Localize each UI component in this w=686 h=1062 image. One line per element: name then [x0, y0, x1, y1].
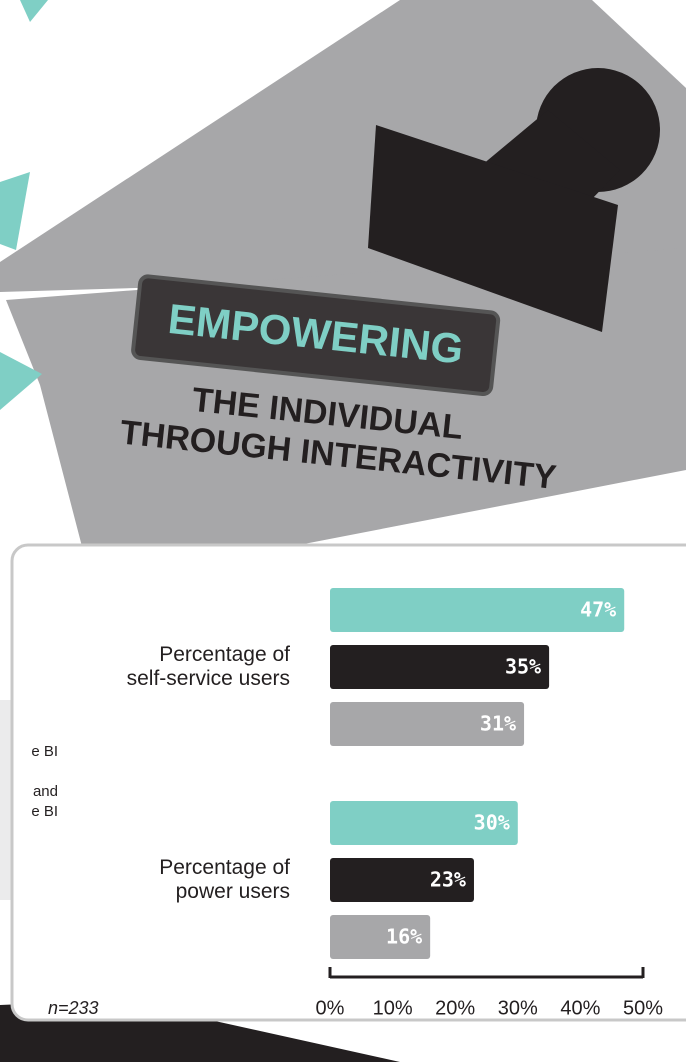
- x-tick-label: 40%: [560, 997, 600, 1019]
- bar: [330, 702, 525, 746]
- bar: [330, 915, 431, 959]
- bar: [330, 645, 550, 689]
- x-tick-label: 30%: [498, 997, 538, 1019]
- shard: [20, 0, 48, 22]
- legend-fragment: e BI: [31, 743, 58, 760]
- stamp-block: [368, 125, 618, 332]
- bar: [330, 858, 474, 902]
- value-label: 16%: [386, 925, 422, 949]
- x-tick-label: 20%: [435, 997, 475, 1019]
- value-label: 23%: [430, 868, 466, 892]
- category-label: Percentage of power users: [159, 856, 290, 903]
- value-label: 47%: [580, 598, 616, 622]
- x-tick-label: 50%: [623, 997, 663, 1019]
- sample-note: n=233: [48, 998, 99, 1018]
- bar: [330, 588, 625, 632]
- x-tick-label: 0%: [316, 997, 345, 1019]
- stamp-box: [131, 274, 501, 396]
- bar: [330, 801, 518, 845]
- legend-fragment: and: [33, 783, 58, 800]
- category-label: Percentage of self-service users: [126, 643, 290, 690]
- value-label: 35%: [505, 655, 541, 679]
- value-label: 30%: [474, 811, 510, 835]
- legend-fragment: e BI: [31, 803, 58, 820]
- x-tick-label: 10%: [373, 997, 413, 1019]
- shard: [0, 172, 30, 250]
- shard: [0, 352, 42, 410]
- value-label: 31%: [480, 712, 516, 736]
